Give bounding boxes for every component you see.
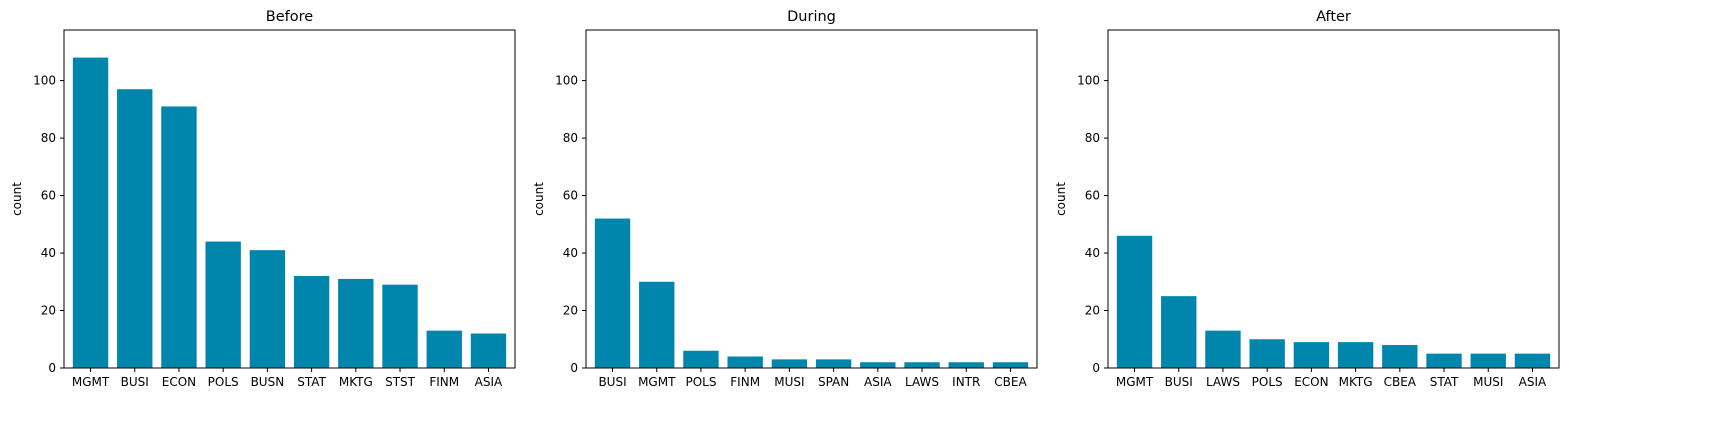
x-tick-label: CBEA: [1384, 375, 1417, 389]
x-tick-label: MUSI: [774, 375, 804, 389]
x-tick-label: MKTG: [1339, 375, 1373, 389]
y-tick-label: 60: [41, 189, 56, 203]
bar-span: [815, 359, 852, 368]
bar-busi: [117, 89, 153, 369]
y-tick-label: 100: [33, 74, 56, 88]
x-tick-label: STAT: [297, 375, 326, 389]
bar-intr: [948, 362, 984, 368]
bar-mgmt: [1116, 235, 1153, 368]
bar-laws: [1205, 330, 1241, 368]
bar-pols: [683, 350, 719, 368]
bar-musi: [771, 359, 808, 368]
x-tick-label: SPAN: [818, 375, 849, 389]
y-tick-label: 80: [1085, 131, 1100, 145]
bar-stst: [382, 284, 418, 368]
y-axis-label: count: [1054, 182, 1068, 216]
x-tick-label: MGMT: [72, 375, 110, 389]
x-tick-label: MGMT: [638, 375, 676, 389]
y-tick-label: 20: [1085, 304, 1100, 318]
x-tick-label: BUSI: [598, 375, 626, 389]
y-tick-label: 0: [48, 361, 56, 375]
plot-frame: [1107, 29, 1560, 369]
y-tick-label: 80: [563, 131, 578, 145]
bar-finm: [727, 356, 763, 368]
bar-asia: [470, 333, 507, 368]
y-axis-label: count: [10, 182, 24, 216]
bar-econ: [1293, 342, 1330, 368]
y-axis-label: count: [532, 182, 546, 216]
x-tick-label: FINM: [730, 375, 760, 389]
x-tick-label: FINM: [429, 375, 459, 389]
bar-stat: [1426, 353, 1462, 368]
y-tick-label: 60: [563, 189, 578, 203]
bar-mktg: [1337, 342, 1374, 368]
plot-frame: [63, 29, 516, 369]
bar-pols: [1249, 339, 1285, 368]
bar-musi: [1470, 353, 1506, 368]
chart-title: During: [787, 9, 836, 25]
bar-laws: [904, 362, 940, 368]
x-tick-label: POLS: [1252, 375, 1283, 389]
bar-cbea: [1382, 345, 1418, 368]
bar-asia: [860, 362, 896, 368]
bar-mgmt: [72, 57, 109, 369]
chart-title: Before: [266, 9, 313, 25]
x-tick-label: POLS: [685, 375, 716, 389]
y-tick-label: 100: [555, 74, 578, 88]
x-tick-label: ECON: [1294, 375, 1328, 389]
x-tick-label: POLS: [208, 375, 239, 389]
chart-panel-2: BUSI MGMT POLS FINM MUSI SPAN ASIA LAWS INTR CBEA…: [532, 9, 1038, 389]
x-tick-label: ASIA: [864, 375, 892, 389]
x-tick-label: MUSI: [1473, 375, 1503, 389]
bar-asia: [1514, 353, 1551, 368]
x-tick-label: CBEA: [994, 375, 1027, 389]
y-tick-label: 0: [570, 361, 578, 375]
x-tick-label: ASIA: [1519, 375, 1547, 389]
chart-title: After: [1316, 9, 1351, 25]
x-tick-label: ECON: [162, 375, 196, 389]
y-tick-label: 100: [1077, 74, 1100, 88]
y-tick-label: 80: [41, 131, 56, 145]
bar-econ: [161, 106, 197, 368]
x-tick-label: STAT: [1430, 375, 1459, 389]
bar-pols: [205, 241, 241, 368]
y-tick-label: 40: [563, 246, 578, 260]
chart-panel-3: MGMT BUSI LAWS POLS ECON MKTG CBEA STAT MUSI ASIA…: [1054, 9, 1560, 389]
x-tick-label: INTR: [952, 375, 980, 389]
bar-cbea: [992, 362, 1029, 368]
y-tick-label: 20: [41, 304, 56, 318]
x-tick-label: MGMT: [1116, 375, 1154, 389]
y-tick-label: 40: [41, 246, 56, 260]
bar-busi: [1161, 296, 1197, 368]
bar-stat: [293, 276, 330, 368]
y-tick-label: 40: [1085, 246, 1100, 260]
x-tick-label: BUSN: [251, 375, 285, 389]
y-tick-label: 60: [1085, 189, 1100, 203]
bar-finm: [426, 330, 462, 368]
x-tick-label: MKTG: [339, 375, 373, 389]
y-tick-label: 0: [1092, 361, 1100, 375]
x-tick-label: STST: [385, 375, 416, 389]
y-tick-label: 20: [563, 304, 578, 318]
x-tick-label: BUSI: [121, 375, 149, 389]
bar-mgmt: [639, 281, 675, 368]
chart-panel-1: MGMT BUSI ECON POLS BUSN STAT MKTG STST FINM ASIA…: [10, 9, 516, 389]
x-tick-label: BUSI: [1165, 375, 1193, 389]
x-tick-label: LAWS: [905, 375, 939, 389]
bar-mktg: [338, 278, 374, 368]
x-tick-label: ASIA: [475, 375, 503, 389]
x-tick-label: LAWS: [1206, 375, 1240, 389]
plot-frame: [585, 29, 1038, 369]
bar-busn: [249, 250, 286, 368]
bar-busi: [594, 218, 631, 368]
